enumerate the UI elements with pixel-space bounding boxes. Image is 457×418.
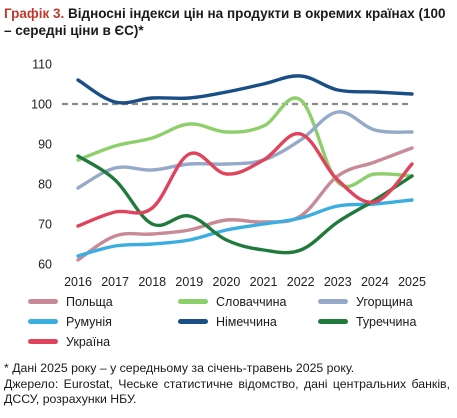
legend-label: Румунія — [66, 315, 112, 329]
legend-item: Словаччина — [178, 294, 286, 310]
legend-item: Польща — [28, 294, 113, 310]
legend-item: Угорщина — [318, 294, 413, 310]
x-tick-label: 2022 — [287, 275, 315, 289]
y-tick-label: 60 — [38, 258, 52, 272]
footnote-note: * Дані 2025 року – у середньому за січен… — [4, 361, 355, 375]
legend-swatch — [28, 319, 58, 325]
x-tick-label: 2025 — [398, 275, 426, 289]
chart-title: Графік 3. Відносні індекси цін на продук… — [4, 5, 454, 39]
y-tick-label: 70 — [38, 218, 52, 232]
legend-item: Румунія — [28, 314, 112, 330]
legend-swatch — [178, 299, 208, 305]
series-line-5 — [76, 154, 414, 255]
legend-label: Німеччина — [216, 315, 277, 329]
legend-label: Туреччина — [356, 315, 417, 329]
line-chart: 60 70 80 90 100 110 2016 2017 2018 2019 2020 2021 20… — [31, 58, 426, 290]
chart-title-number: Графік 3. — [4, 6, 65, 21]
x-tick-label: 2019 — [175, 275, 203, 289]
x-tick-label: 2024 — [361, 275, 389, 289]
legend-item: Україна — [28, 334, 110, 350]
x-tick-label: 2018 — [138, 275, 166, 289]
series-line-3 — [76, 198, 414, 258]
legend-swatch — [178, 319, 208, 325]
y-tick-label: 100 — [31, 98, 52, 112]
x-tick-label: 2017 — [101, 275, 129, 289]
x-tick-label: 2020 — [213, 275, 241, 289]
legend-swatch — [28, 339, 58, 345]
legend-item: Туреччина — [318, 314, 416, 330]
y-tick-label: 80 — [38, 178, 52, 192]
legend-swatch — [28, 299, 58, 305]
chart-title-text: Відносні індекси цін на продукти в окрем… — [4, 6, 446, 38]
series-line-0 — [76, 146, 414, 262]
series-line-2 — [76, 110, 414, 190]
series-line-6 — [76, 132, 414, 228]
y-tick-label: 90 — [38, 138, 52, 152]
y-tick-label: 110 — [32, 58, 52, 72]
legend-swatch — [318, 299, 348, 305]
legend-label: Польща — [66, 295, 113, 309]
legend-label: Україна — [66, 335, 111, 349]
series-line-1 — [76, 96, 414, 189]
legend-item: Німеччина — [178, 314, 277, 330]
legend-label: Словаччина — [216, 295, 287, 309]
footnote: * Дані 2025 року – у середньому за січен… — [4, 361, 450, 408]
footnote-source: Джерело: Eurostat, Чеське статистичне ві… — [4, 376, 450, 407]
legend-label: Угорщина — [356, 295, 413, 309]
x-tick-label: 2016 — [64, 275, 92, 289]
x-tick-label: 2021 — [250, 275, 278, 289]
x-tick-label: 2023 — [324, 275, 352, 289]
series-line-4 — [76, 74, 414, 105]
legend-swatch — [318, 319, 348, 325]
